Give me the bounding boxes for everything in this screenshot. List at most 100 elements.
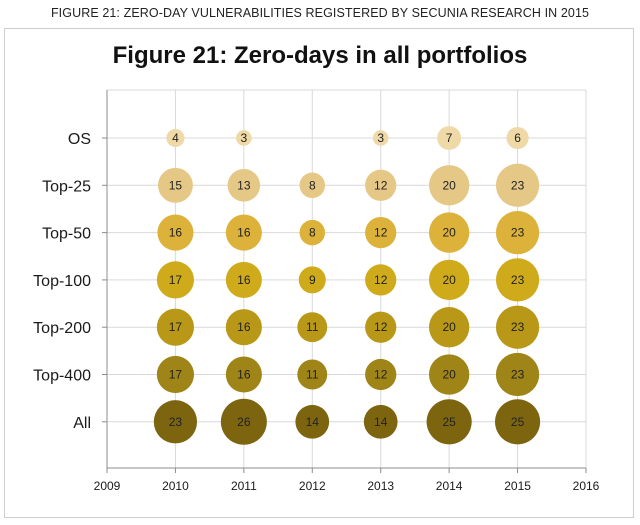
bubble <box>495 305 540 349</box>
bubble <box>236 130 252 146</box>
category-label: Top-200 <box>33 320 91 337</box>
bubble <box>295 404 330 439</box>
category-label: Top-50 <box>42 226 91 243</box>
bubble-value-label: 25 <box>442 415 456 429</box>
bubble <box>157 167 193 203</box>
bubble-value-label: 23 <box>511 368 525 382</box>
bubble-value-label: 20 <box>442 226 456 240</box>
bubble-value-label: 16 <box>237 226 251 240</box>
bubble-value-label: 15 <box>169 178 183 192</box>
x-tick-label: 2009 <box>94 479 121 493</box>
bubble <box>363 404 398 439</box>
bubble-value-label: 20 <box>442 368 456 382</box>
bubble-value-label: 14 <box>306 415 320 429</box>
bubble <box>156 355 195 394</box>
bubble-value-label: 7 <box>446 131 453 145</box>
bubble-value-label: 16 <box>237 368 251 382</box>
bubble <box>365 358 397 391</box>
bubble <box>372 130 389 146</box>
category-label: Top-400 <box>33 368 91 385</box>
bubble-value-label: 23 <box>511 320 525 334</box>
bubble-value-label: 23 <box>169 415 183 429</box>
bubble <box>225 309 262 346</box>
bubble-value-label: 23 <box>511 178 525 192</box>
bubble <box>495 258 540 302</box>
chart-title: Figure 21: Zero-days in all portfolios <box>112 42 528 69</box>
bubble-value-label: 20 <box>442 273 456 287</box>
bubble-value-label: 12 <box>374 226 388 240</box>
bubble <box>365 311 397 343</box>
bubble-value-label: 17 <box>169 320 183 334</box>
bubble-value-label: 20 <box>442 320 456 334</box>
bubble <box>157 214 194 251</box>
bubble <box>156 261 195 299</box>
bubble-value-label: 16 <box>169 226 183 240</box>
bubble <box>298 266 326 294</box>
bubble-value-label: 16 <box>237 273 251 287</box>
bubble-value-label: 8 <box>309 178 316 192</box>
bubbles <box>153 126 541 445</box>
bubble-value-label: 4 <box>172 131 179 145</box>
bubble-value-label: 17 <box>169 273 183 287</box>
bubble <box>495 163 540 207</box>
bubble <box>225 214 262 251</box>
bubble <box>365 216 397 249</box>
bubble <box>220 398 267 445</box>
bubble-value-label: 3 <box>241 131 248 145</box>
bubble-value-label: 17 <box>169 368 183 382</box>
bubble <box>428 165 470 206</box>
bubble <box>153 400 198 444</box>
x-tick-label: 2015 <box>504 479 531 493</box>
bubble-value-label: 20 <box>442 178 456 192</box>
bubble-value-label: 12 <box>374 320 388 334</box>
bubble-value-label: 12 <box>374 178 388 192</box>
bubble <box>227 169 261 202</box>
bubble-value-label: 6 <box>514 131 521 145</box>
bubble-value-label: 26 <box>237 415 251 429</box>
bubble <box>297 359 328 390</box>
x-tick-label: 2011 <box>231 479 257 493</box>
bubble <box>156 308 195 346</box>
bubble-value-label: 3 <box>377 131 384 145</box>
bubble <box>225 356 262 393</box>
bubble <box>495 352 540 397</box>
category-label: Top-100 <box>33 273 91 290</box>
bubble <box>299 172 326 199</box>
bubble <box>166 128 185 148</box>
category-label: OS <box>68 131 91 148</box>
bubble <box>495 210 540 255</box>
bubble <box>506 126 529 150</box>
bubble-value-label: 11 <box>306 368 319 382</box>
bubble <box>437 126 462 150</box>
figure-caption: FIGURE 21: ZERO-DAY VULNERABILITIES REGI… <box>50 6 590 20</box>
bubble-value-label: 13 <box>237 178 251 192</box>
bubble-value-label: 9 <box>309 273 316 287</box>
bubble <box>495 399 541 445</box>
bubble-value-label: 11 <box>306 320 319 334</box>
bubble-value-label: 12 <box>374 368 388 382</box>
bubble <box>428 259 470 301</box>
bubble <box>297 312 328 343</box>
bubble <box>428 307 470 348</box>
x-tick-label: 2016 <box>573 479 600 493</box>
bubble <box>426 399 472 445</box>
category-label: Top-25 <box>42 178 91 195</box>
bubble-value-label: 12 <box>374 273 388 287</box>
x-tick-label: 2010 <box>162 479 189 493</box>
bubble <box>299 219 326 246</box>
x-tick-label: 2014 <box>436 479 463 493</box>
axes <box>102 90 587 473</box>
bubble-value-label: 8 <box>309 226 316 240</box>
bubble-value-label: 16 <box>237 320 251 334</box>
bubble <box>428 354 470 395</box>
bubble-value-label: 25 <box>511 415 525 429</box>
bubble <box>225 261 262 298</box>
bubble <box>365 169 397 201</box>
labels: 2009 2010 2011 2012 2013 2014 2015 2016OSTop-25… <box>33 131 599 493</box>
bubble-value-label: 23 <box>511 226 525 240</box>
x-tick-label: 2013 <box>367 479 394 493</box>
bubble-value-label: 23 <box>511 273 525 287</box>
bubble <box>365 264 397 296</box>
bubble-value-label: 14 <box>374 415 388 429</box>
